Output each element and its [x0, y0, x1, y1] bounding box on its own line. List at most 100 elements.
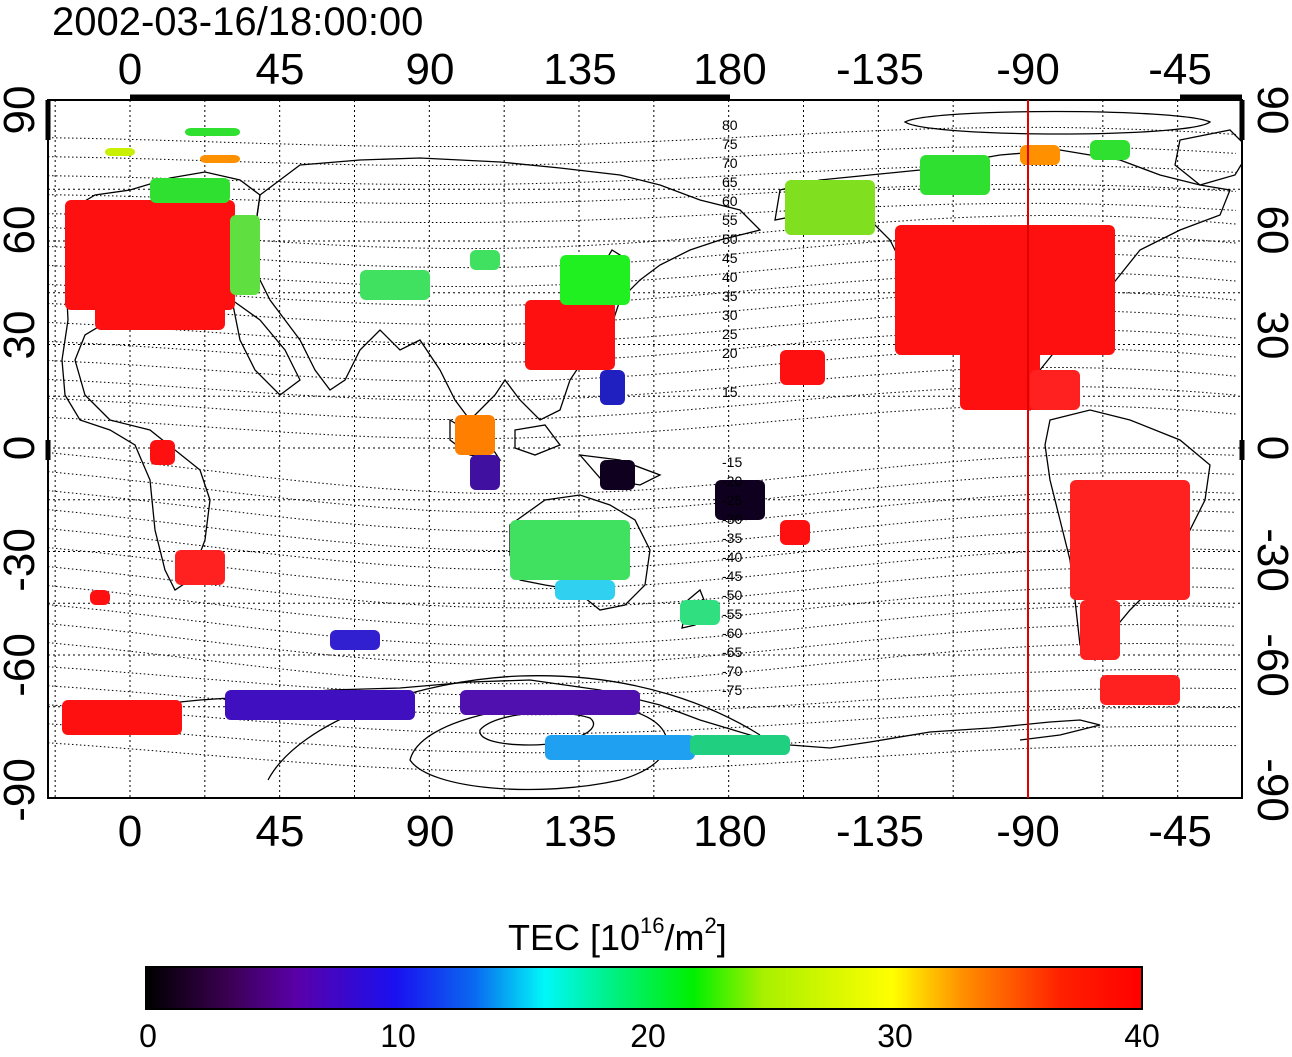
- tec-patch: [600, 370, 625, 405]
- tec-patch: [1080, 600, 1120, 660]
- axis-label: 90: [0, 86, 44, 135]
- axis-label: -60: [0, 633, 44, 697]
- tec-patch: [715, 480, 765, 520]
- tec-data-points: [62, 128, 1190, 760]
- top-longitude-labels: 0 45 90 135 180 -135 -90 -45: [118, 45, 1212, 94]
- contour-label: -75: [722, 682, 742, 698]
- contour-label: 15: [722, 384, 738, 400]
- tec-patch: [175, 550, 225, 585]
- axis-label: 135: [543, 45, 616, 94]
- contour-label: 50: [722, 231, 738, 247]
- bottom-longitude-labels: 0 45 90 135 180 -135 -90 -45: [118, 807, 1212, 856]
- plot-title: 2002-03-16/18:00:00: [52, 0, 424, 44]
- contour-label: 35: [722, 288, 738, 304]
- axis-label: 30: [1248, 311, 1292, 360]
- contour-label: 20: [722, 345, 738, 361]
- tec-patch: [185, 128, 240, 136]
- axis-label: 180: [693, 807, 766, 856]
- contour-label: -30: [722, 511, 742, 527]
- contour-label: 40: [722, 269, 738, 285]
- contour-label: -20: [722, 473, 742, 489]
- axis-ticks: [45, 94, 1245, 460]
- tec-colorbar: [145, 966, 1143, 1010]
- contour-label: -60: [722, 625, 742, 641]
- tec-patch: [470, 250, 500, 270]
- contour-label: -25: [722, 492, 742, 508]
- tec-patch: [200, 155, 240, 163]
- axis-label: 60: [1248, 206, 1292, 255]
- contour-label: 75: [722, 136, 738, 152]
- tec-patch: [780, 520, 810, 545]
- contour-label: 55: [722, 212, 738, 228]
- colorbar-label: 40: [1124, 1018, 1160, 1054]
- axis-label: 0: [118, 45, 142, 94]
- axis-label: -90: [0, 758, 44, 822]
- colorbar-label: 20: [630, 1018, 666, 1054]
- contour-label: -15: [722, 454, 742, 470]
- tec-patch: [330, 630, 380, 650]
- tec-patch: [525, 300, 615, 370]
- tec-patch: [1030, 370, 1080, 410]
- contour-label: -40: [722, 549, 742, 565]
- tec-patch: [230, 215, 260, 295]
- contour-label: -35: [722, 530, 742, 546]
- contour-label: -45: [722, 568, 742, 584]
- axis-label: 45: [256, 807, 305, 856]
- tec-patch: [225, 690, 415, 720]
- tec-patch: [1070, 480, 1190, 600]
- tec-patch: [960, 350, 1040, 410]
- axis-label: 90: [406, 45, 455, 94]
- axis-label: 0: [0, 436, 44, 460]
- right-latitude-labels: 90 60 30 0 -30 -60 -90: [1248, 86, 1292, 822]
- axis-label: 180: [693, 45, 766, 94]
- tec-patch: [95, 300, 225, 330]
- axis-label: -60: [1248, 633, 1292, 697]
- tec-world-map: 0 45 90 135 180 -135 -90 -45 0 45 90 135 180 -135 -90…: [0, 45, 1292, 856]
- axis-label: 135: [543, 807, 616, 856]
- tec-patch: [920, 155, 990, 195]
- tec-patch: [90, 590, 110, 605]
- tec-patch: [1100, 675, 1180, 705]
- colorbar-label: 0: [139, 1018, 157, 1054]
- contour-label: -55: [722, 606, 742, 622]
- tec-patch: [680, 600, 720, 625]
- axis-label: 45: [256, 45, 305, 94]
- axis-label: -30: [0, 528, 44, 592]
- axis-label: 90: [406, 807, 455, 856]
- contour-label: -65: [722, 644, 742, 660]
- tec-patch: [470, 455, 500, 490]
- tec-patch: [455, 415, 495, 455]
- contour-label: 30: [722, 307, 738, 323]
- contour-labels: 80 75 70 65 60 55 50 45 40 35 30 25 20 15 -15 -20 -25 -30…: [722, 117, 742, 698]
- tec-patch: [65, 200, 235, 310]
- colorbar-title: TEC [1016/m2]: [508, 913, 727, 958]
- tec-patch: [600, 460, 635, 490]
- tec-patch: [1020, 145, 1060, 165]
- contour-label: 45: [722, 250, 738, 266]
- colorbar-label: 30: [877, 1018, 913, 1054]
- axis-label: -90: [1248, 758, 1292, 822]
- tec-patch: [895, 225, 1115, 355]
- axis-label: 0: [118, 807, 142, 856]
- tec-patch: [545, 735, 695, 760]
- contour-label: 80: [722, 117, 738, 133]
- axis-label: -135: [836, 45, 924, 94]
- axis-label: -45: [1148, 807, 1212, 856]
- tec-patch: [150, 178, 230, 203]
- axis-label: -90: [996, 45, 1060, 94]
- tec-patch: [360, 270, 430, 300]
- tec-patch: [555, 580, 615, 600]
- tec-patch: [785, 180, 875, 235]
- tec-patch: [510, 520, 630, 580]
- colorbar-label: 10: [380, 1018, 416, 1054]
- magnetic-latitude-contours: [48, 126, 1237, 773]
- tec-patch: [560, 255, 630, 305]
- tec-patch: [150, 440, 175, 465]
- contour-label: 25: [722, 326, 738, 342]
- axis-label: -30: [1248, 528, 1292, 592]
- axis-label: 0: [1248, 436, 1292, 460]
- contour-label: 65: [722, 174, 738, 190]
- axis-label: -90: [996, 807, 1060, 856]
- contour-label: -70: [722, 663, 742, 679]
- tec-patch: [105, 148, 135, 156]
